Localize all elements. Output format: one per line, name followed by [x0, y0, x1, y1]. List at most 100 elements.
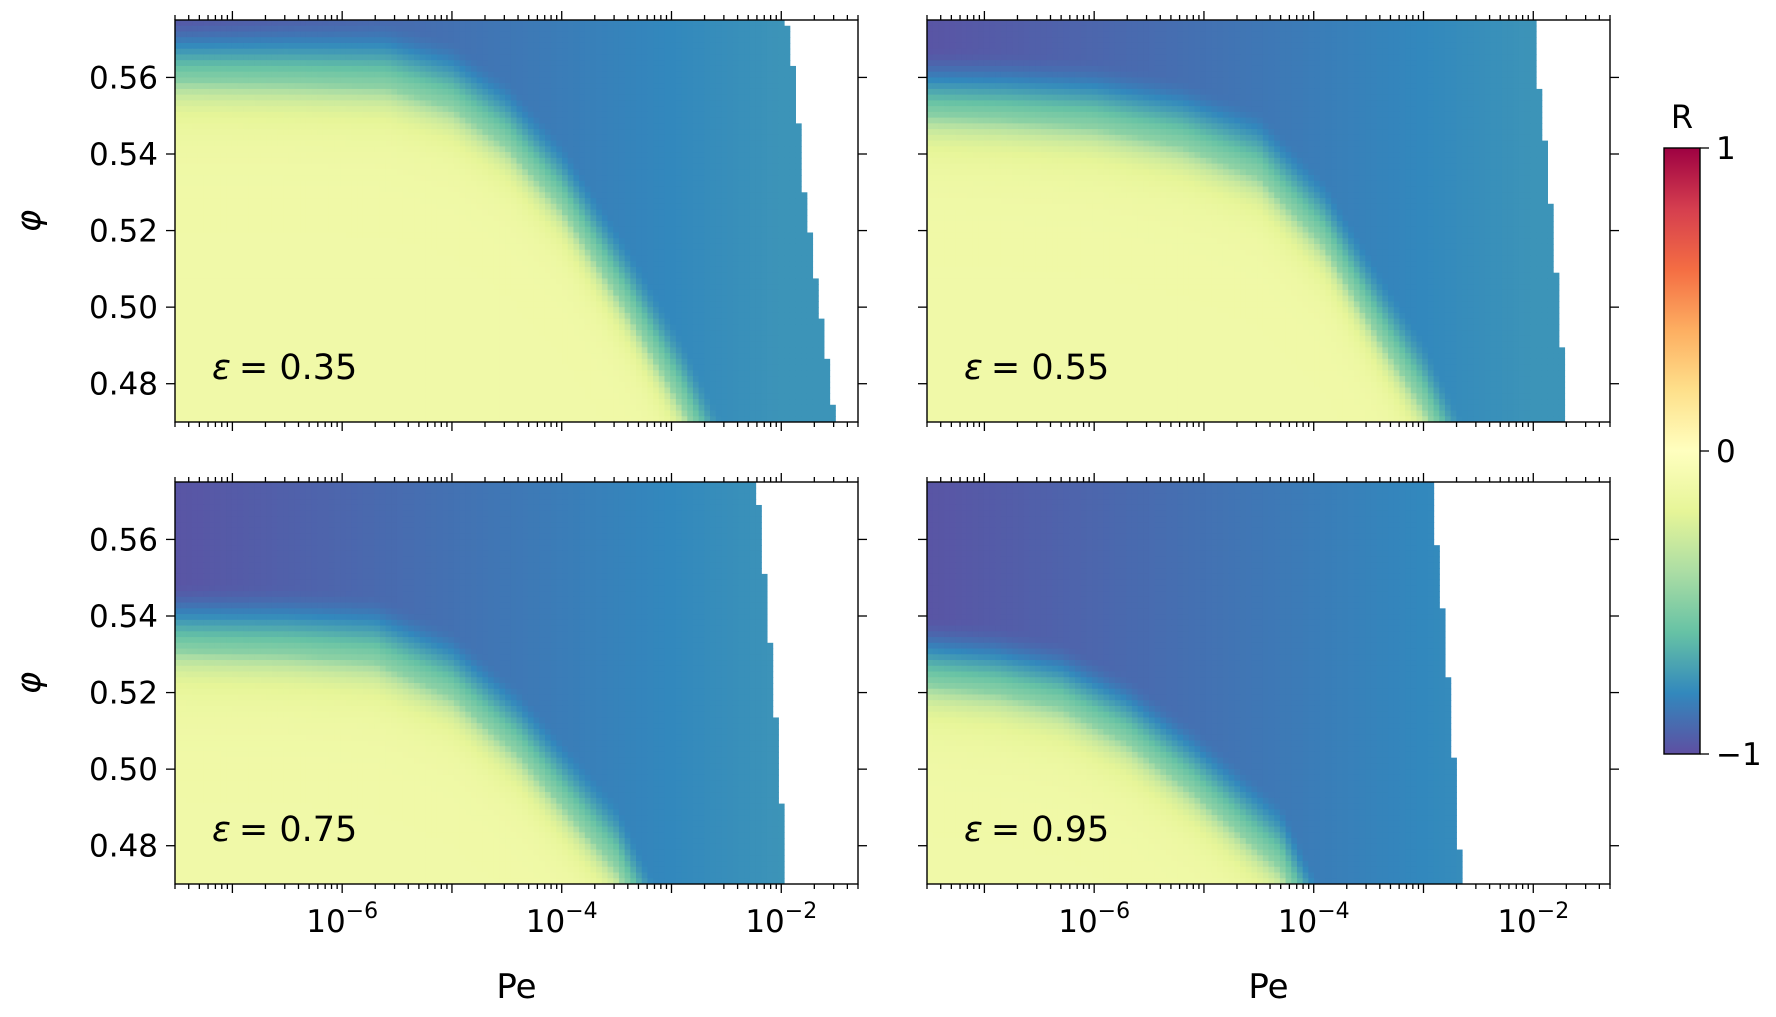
heatmap-cell	[579, 272, 586, 280]
heatmap-cell	[465, 192, 472, 199]
heatmap-cell	[186, 117, 193, 124]
heatmap-cell	[715, 31, 722, 38]
heatmap-cell	[658, 249, 666, 257]
heatmap-cell	[647, 175, 654, 182]
heatmap-cell	[670, 226, 677, 234]
heatmap-cell	[260, 266, 267, 274]
heatmap-cell	[732, 209, 740, 216]
heatmap-cell	[510, 60, 518, 67]
heatmap-cell	[254, 266, 261, 274]
heatmap-cell	[459, 163, 466, 170]
heatmap-cell	[789, 77, 796, 84]
heatmap-cell	[220, 20, 227, 27]
heatmap-cell	[476, 83, 483, 90]
heatmap-cell	[624, 238, 631, 245]
heatmap-cell	[664, 175, 671, 182]
heatmap-cell	[664, 272, 671, 280]
heatmap-cell	[220, 146, 227, 153]
heatmap-cell	[340, 111, 347, 119]
heatmap-cell	[402, 215, 409, 222]
heatmap-cell	[596, 157, 603, 165]
heatmap-cell	[562, 65, 569, 73]
heatmap-cell	[653, 71, 660, 79]
heatmap-cell	[766, 134, 774, 142]
heatmap-cell	[727, 48, 734, 56]
heatmap-cell	[727, 232, 734, 239]
heatmap-cell	[579, 77, 586, 84]
heatmap-cell	[738, 31, 745, 38]
heatmap-cell	[721, 249, 728, 257]
heatmap-cell	[533, 65, 540, 73]
heatmap-cell	[556, 20, 563, 27]
heatmap-cell	[567, 198, 575, 205]
heatmap-cell	[459, 157, 466, 165]
heatmap-cell	[499, 146, 506, 153]
heatmap-cell	[334, 232, 341, 239]
heatmap-cell	[664, 77, 671, 84]
heatmap-cell	[465, 152, 472, 159]
heatmap-cell	[442, 261, 449, 268]
heatmap-cell	[761, 129, 768, 136]
heatmap-cell	[550, 261, 557, 268]
heatmap-cell	[186, 152, 193, 159]
heatmap-cell	[203, 106, 210, 113]
heatmap-cell	[368, 180, 375, 188]
heatmap-cell	[260, 152, 267, 159]
heatmap-cell	[203, 163, 210, 170]
heatmap-cell	[436, 221, 444, 228]
heatmap-cell	[698, 94, 705, 101]
heatmap-cell	[658, 111, 666, 119]
heatmap-cell	[305, 232, 313, 239]
heatmap-cell	[704, 226, 711, 234]
heatmap-cell	[328, 123, 335, 130]
heatmap-cell	[237, 100, 244, 107]
heatmap-cell	[328, 83, 335, 90]
heatmap-cell	[453, 255, 461, 262]
heatmap-cell	[459, 129, 466, 136]
heatmap-cell	[738, 192, 745, 199]
heatmap-cell	[630, 111, 637, 119]
heatmap-cell	[402, 123, 409, 130]
heatmap-cell	[601, 140, 609, 147]
heatmap-cell	[322, 272, 330, 280]
heatmap-cell	[766, 175, 774, 182]
heatmap-cell	[499, 71, 506, 79]
heatmap-cell	[442, 163, 449, 170]
heatmap-cell	[470, 77, 478, 84]
heatmap-cell	[385, 134, 392, 142]
heatmap-cell	[704, 25, 711, 33]
heatmap-cell	[277, 31, 284, 38]
heatmap-cell	[550, 37, 557, 44]
heatmap-cell	[749, 123, 757, 130]
heatmap-cell	[636, 94, 643, 101]
heatmap-cell	[425, 261, 432, 268]
heatmap-cell	[220, 111, 227, 119]
heatmap-cell	[630, 157, 637, 165]
heatmap-cell	[368, 146, 375, 153]
heatmap-cell	[465, 221, 472, 228]
heatmap-cell	[419, 94, 427, 101]
heatmap-cell	[636, 20, 643, 27]
heatmap-cell	[544, 221, 552, 228]
heatmap-cell	[596, 48, 603, 56]
heatmap-cell	[692, 163, 700, 170]
heatmap-cell	[550, 198, 557, 205]
heatmap-cell	[493, 140, 501, 147]
heatmap-cell	[647, 134, 654, 142]
heatmap-cell	[493, 198, 501, 205]
heatmap-cell	[209, 157, 216, 165]
heatmap-cell	[613, 37, 620, 44]
heatmap-cell	[328, 100, 335, 107]
heatmap-cell	[226, 60, 233, 67]
heatmap-cell	[732, 25, 740, 33]
heatmap-cell	[630, 180, 637, 188]
heatmap-cell	[317, 261, 324, 268]
heatmap-cell	[613, 77, 620, 84]
heatmap-cell	[357, 31, 364, 38]
heatmap-cell	[476, 117, 483, 124]
heatmap-cell	[607, 25, 614, 33]
heatmap-cell	[482, 266, 489, 274]
heatmap-cell	[283, 226, 290, 234]
heatmap-cell	[727, 140, 734, 147]
heatmap-cell	[710, 261, 717, 268]
